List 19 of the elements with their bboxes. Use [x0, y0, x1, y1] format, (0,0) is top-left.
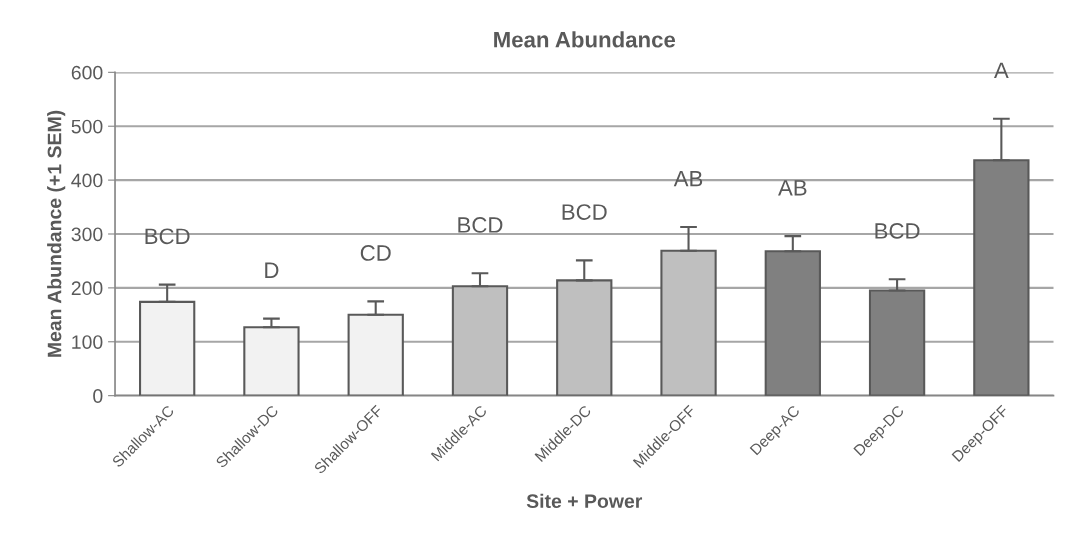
annotation: BCD	[458, 217, 503, 233]
y-tick-label: 300	[71, 227, 103, 242]
y-tick-label: 200	[71, 281, 103, 296]
y-tick-label: 600	[71, 65, 103, 80]
chart-title: Mean Abundance	[494, 31, 676, 48]
y-tick-label: 0	[93, 389, 103, 403]
annotation: D	[265, 262, 279, 278]
annotation: AB	[778, 180, 807, 196]
y-axis-title: Mean Abundance (+1 SEM)	[47, 110, 66, 357]
y-tick-label: 100	[72, 335, 103, 350]
annotation: BCD	[562, 204, 607, 220]
annotation: BCD	[145, 228, 190, 245]
annotation: AB	[673, 170, 703, 187]
annotation: BCD	[875, 223, 920, 239]
annotation: A	[994, 62, 1009, 78]
y-tick-label: 500	[71, 119, 103, 134]
annotation: CD	[360, 245, 391, 261]
x-axis-title: Site + Power	[526, 493, 643, 509]
y-tick-label: 400	[71, 173, 103, 188]
